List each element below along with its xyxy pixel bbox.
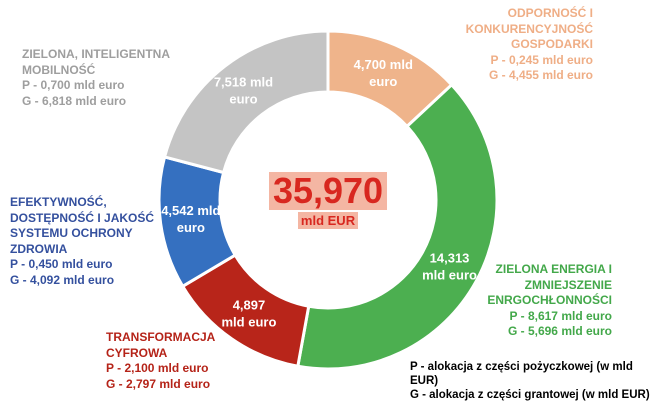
category-name-line: KONKURENCYJNOŚĆ [465, 21, 593, 36]
slice-value-label-line: euro [369, 74, 397, 89]
category-g-value: G - 4,092 mld euro [10, 272, 115, 287]
category-label-mobilnosc: ZIELONA, INTELIGENTNA MOBILNOŚĆ P - 0,70… [22, 47, 170, 109]
slice-value-label-line: mld euro [222, 315, 277, 330]
legend: P - alokacja z części pożyczkowej (w mld… [410, 360, 650, 402]
slice-value-label-ene: 14,313 mld euro [422, 250, 477, 282]
center-total-unit: mld EUR [297, 212, 359, 229]
category-name-line: ZMNIEJSZENIE [524, 277, 612, 292]
slice-value-label-line: mld euro [422, 267, 477, 282]
donut-slice-ene [296, 82, 499, 371]
category-label-energia: ZIELONA ENERGIA I ZMNIEJSZENIE ENRGOCHŁO… [478, 262, 612, 340]
category-name-line: ODPORNOŚĆ I [507, 6, 593, 20]
slice-value-label-efe: 4,542 mld euro [161, 203, 220, 235]
slice-value-label-line: 7,518 mld [214, 74, 273, 89]
category-g-value: G - 6,818 mld euro [22, 93, 127, 108]
category-name-line: ZDROWIA [10, 241, 68, 256]
category-label-cyfrowa: TRANSFORMACJA CYFROWA P - 2,100 mld euro… [106, 330, 215, 392]
slice-value-label-odp: 4,700 mld euro [354, 57, 413, 89]
category-g-value: G - 2,797 mld euro [106, 376, 211, 391]
category-p-value: P - 2,100 mld euro [106, 361, 209, 375]
slice-value-label-line: 4,897 [233, 298, 266, 313]
legend-g-line: G - alokacja z części grantowej (w mld E… [410, 389, 650, 401]
slice-value-label-line: euro [177, 220, 205, 235]
category-name-line: SYSTEMU OCHRONY [10, 226, 133, 240]
category-p-value: P - 0,700 mld euro [22, 78, 125, 92]
category-g-value: G - 5,696 mld euro [507, 324, 612, 338]
category-name-line: CYFROWA [106, 345, 168, 360]
slice-value-label-line: 14,313 [430, 250, 470, 265]
category-p-value: P - 0,245 mld euro [490, 52, 594, 67]
category-name-line: ZIELONA ENERGIA I [495, 262, 612, 276]
center-total-value: 35,970 [268, 172, 388, 210]
slice-value-label-zie: 7,518 mld euro [214, 74, 273, 106]
slice-value-label-line: 4,542 mld [161, 203, 220, 218]
category-name-line: ENRGOCHŁONNOŚCI [487, 293, 612, 307]
category-name-line: EFEKTYWNOŚĆ, [10, 195, 107, 209]
slice-value-label-line: euro [229, 91, 257, 106]
category-name-line: MOBILNOŚĆ [22, 62, 96, 77]
category-name-line: TRANSFORMACJA [106, 330, 216, 344]
legend-p-line: P - alokacja z części pożyczkowej (w mld… [410, 361, 633, 387]
category-label-odpornosc: ODPORNOŚĆ I KONKURENCYJNOŚĆ GOSPODARKI P… [455, 6, 593, 84]
category-p-value: P - 0,450 mld euro [10, 257, 113, 271]
category-name-line: DOSTĘPNOŚĆ I JAKOŚĆ [10, 210, 155, 225]
slice-value-label-line: 4,700 mld [354, 57, 413, 72]
category-g-value: G - 4,455 mld euro [488, 68, 593, 82]
slice-value-label-tra: 4,897 mld euro [222, 298, 277, 330]
donut-slice-zie [162, 29, 330, 175]
center-total: 35,970 mld EUR [266, 172, 390, 234]
category-name-line: ZIELONA, INTELIGENTNA [22, 47, 170, 61]
category-p-value: P - 8,617 mld euro [509, 308, 613, 323]
category-name-line: GOSPODARKI [510, 37, 593, 51]
category-label-zdrowie: EFEKTYWNOŚĆ, DOSTĘPNOŚĆ I JAKOŚĆ SYSTEMU… [10, 195, 154, 288]
